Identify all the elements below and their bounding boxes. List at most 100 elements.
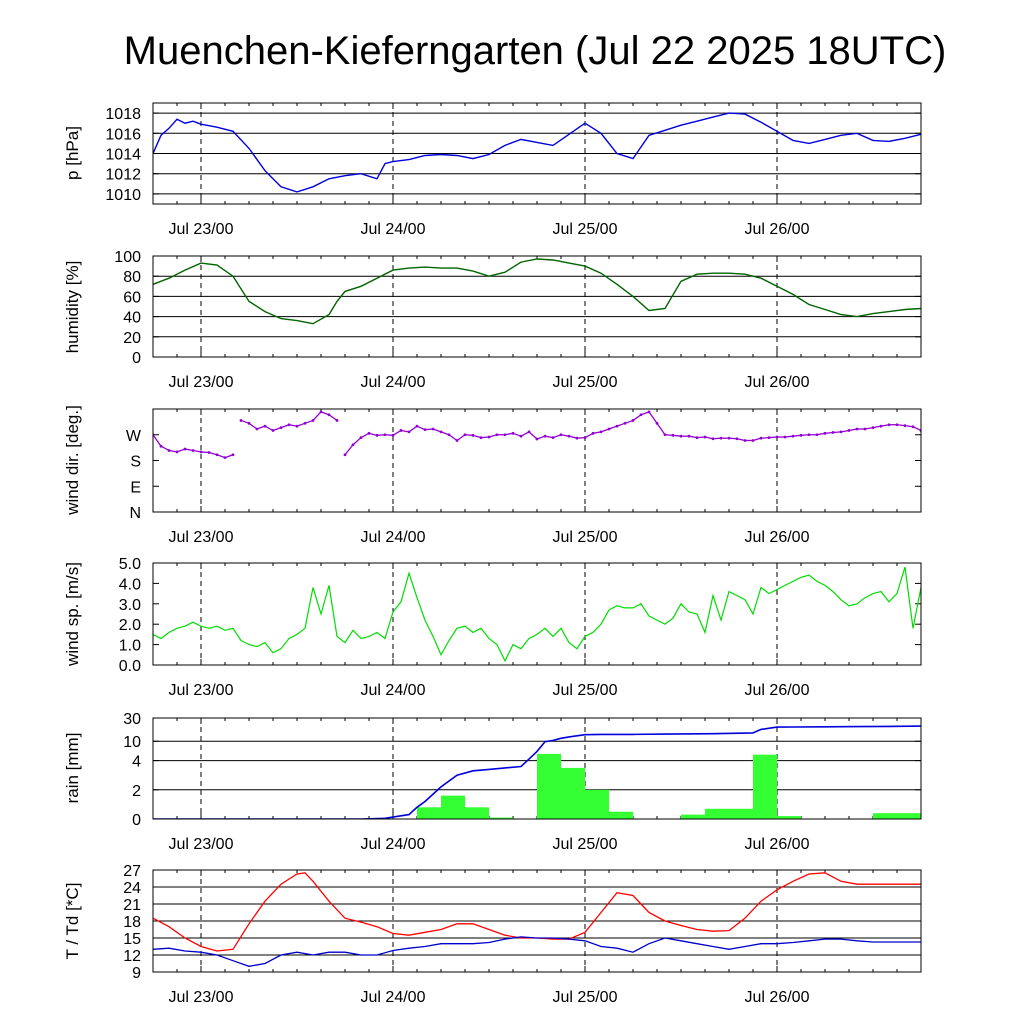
wind-dir-segment [544,435,554,439]
wind-dir-segment [456,434,466,442]
wind-dir-segment [488,434,498,438]
wind-dir-segment [168,449,178,453]
rain-bar [441,795,465,819]
wind-dir-segment [704,436,714,440]
wind-dir-segment [568,435,578,439]
y-tick-label: 4.0 [119,576,141,593]
y-tick-label: 10 [123,734,141,751]
y-axis-label: T / Td [*C] [63,883,82,960]
series-line-rain-total [153,725,921,819]
wind-dir-segment [592,431,602,434]
wind-dir-segment [432,428,442,433]
rain-bar [609,811,633,819]
rain-bar [777,816,801,819]
series-line-td [153,936,921,967]
wind-dir-segment [440,431,450,436]
wind-dir-segment [696,436,706,439]
x-tick-label: Jul 23/00 [169,682,234,699]
y-tick-label: 18 [123,914,141,931]
wind-dir-segment [448,434,458,442]
wind-dir-segment [864,426,874,430]
wind-dir-segment [240,419,250,424]
wind-dir-segment [328,414,338,421]
wind-dir-segment [392,429,402,436]
wind-dir-segment [520,431,530,437]
wind-dir-segment [784,435,794,438]
rain-bar [465,807,489,819]
x-tick-label: Jul 23/00 [169,374,234,391]
x-tick-label: Jul 23/00 [169,221,234,238]
x-tick-label: Jul 24/00 [361,682,426,699]
x-tick-label: Jul 25/00 [553,989,618,1006]
panel-pressure: 1010 1012 1014 1016 1018 p [hPa] Jul 23/00 Jul … [63,102,922,238]
x-tick-label: Jul 26/00 [745,836,810,853]
wind-dir-segment [288,424,298,427]
rain-bar [489,817,513,819]
wind-dir-segment [768,436,778,439]
x-tick-label: Jul 26/00 [745,682,810,699]
wind-dir-segment [616,422,626,427]
y-tick-label: W [126,428,142,445]
wind-dir-segment [640,411,650,416]
x-tick-label: Jul 26/00 [745,989,810,1006]
wind-dir-segment [664,434,674,436]
wind-dir-segment [736,438,746,442]
rain-bar [681,814,705,819]
wind-dir-segment [552,434,562,439]
wind-dir-segment [384,434,394,436]
y-tick-label: 4 [132,754,141,771]
panel-rain: 0 2 4 10 30 rain [mm] Jul 23/00 Jul 24/00 Jul 25… [63,711,922,853]
x-tick-label: Jul 25/00 [553,836,618,853]
wind-dir-segment [352,437,362,446]
wind-dir-segment [904,424,914,428]
x-tick-label: Jul 25/00 [553,529,618,546]
wind-dir-segment [160,445,170,452]
rain-bar [585,789,609,819]
y-tick-label: 20 [123,330,141,347]
wind-dir-segment [296,422,306,427]
wind-dir-segment [880,424,890,427]
wind-dir-segment [256,425,266,430]
plot-area [153,410,921,460]
wind-dir-segment [464,434,474,436]
wind-dir-segment [584,432,594,439]
wind-dir-segment [832,431,842,434]
rain-bar [753,754,777,819]
y-tick-label: 0 [132,350,141,367]
y-tick-label: S [130,454,141,471]
y-tick-label: 40 [123,310,141,327]
wind-dir-segment [248,422,258,430]
x-tick-label: Jul 24/00 [361,374,426,391]
x-tick-label: Jul 24/00 [361,529,426,546]
rain-bar [537,753,561,819]
plot-area [153,725,921,819]
panel-frame [152,255,922,358]
y-tick-label: 0.0 [119,658,141,675]
wind-dir-segment [368,432,378,436]
rain-bar [561,767,585,819]
y-tick-label: 2 [132,783,141,800]
x-tick-label: Jul 26/00 [745,221,810,238]
y-tick-label: N [129,505,141,522]
x-tick-label: Jul 25/00 [553,682,618,699]
wind-dir-segment [656,422,666,436]
series-line-humidity [153,258,921,325]
y-tick-label: 15 [123,931,141,948]
wind-dir-segment [600,428,610,433]
x-tick-label: Jul 24/00 [361,221,426,238]
wind-dir-segment [912,426,921,432]
y-tick-label: 1012 [105,167,141,184]
wind-dir-segment [280,424,290,429]
rain-bar [705,808,729,819]
y-tick-label: 24 [123,880,141,897]
x-tick-label: Jul 24/00 [361,836,426,853]
wind-dir-segment [376,434,386,436]
wind-dir-segment [512,432,522,437]
wind-dir-segment [712,437,722,440]
wind-dir-segment [408,425,418,433]
wind-dir-segment [688,435,698,439]
x-tick-label: Jul 25/00 [553,221,618,238]
y-tick-label: 30 [123,711,141,728]
wind-dir-segment [304,419,314,424]
